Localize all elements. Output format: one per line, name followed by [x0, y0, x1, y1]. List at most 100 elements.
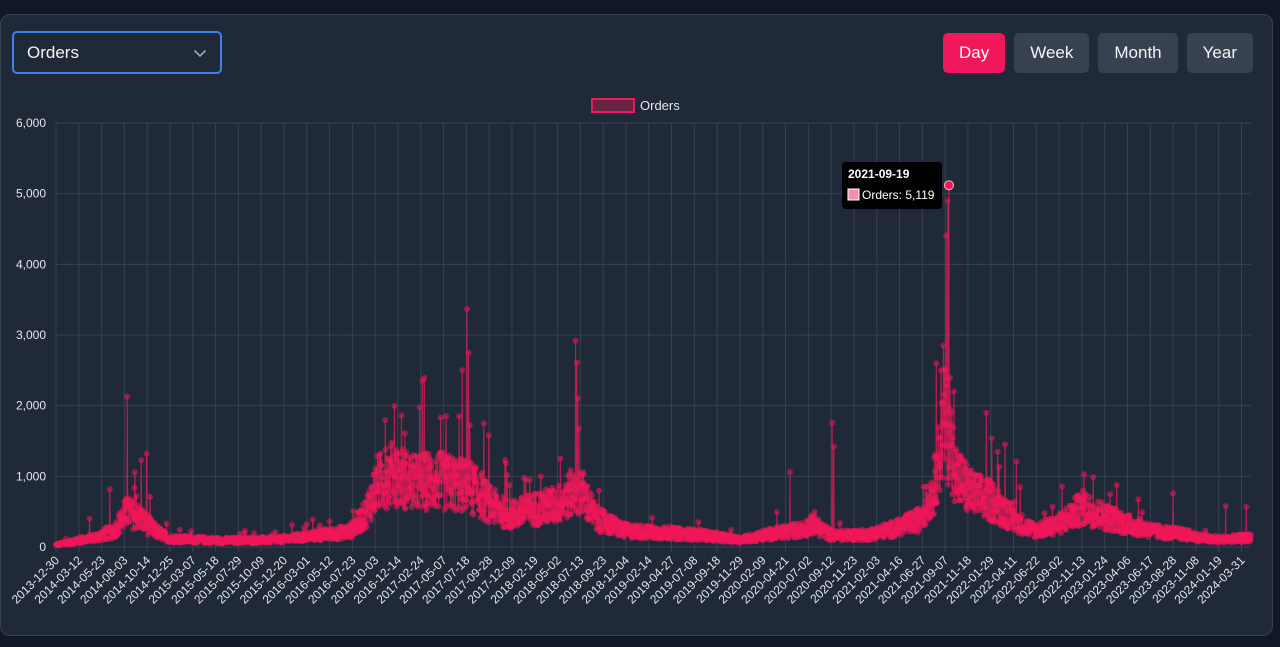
orders-data-point	[473, 464, 480, 471]
chart-grid	[55, 122, 1251, 552]
orders-data-point	[459, 367, 466, 374]
orders-data-point	[1139, 509, 1146, 516]
metric-select[interactable]: Orders	[12, 31, 222, 74]
orders-data-point	[553, 488, 560, 495]
orders-data-point	[935, 456, 942, 463]
orders-data-point	[649, 514, 656, 521]
orders-data-point	[399, 486, 406, 493]
orders-data-point	[448, 490, 455, 497]
orders-data-point	[557, 517, 564, 524]
orders-data-point	[465, 349, 472, 356]
orders-data-point	[309, 516, 316, 523]
orders-data-point	[388, 458, 395, 465]
chart-legend[interactable]: Orders	[591, 98, 680, 113]
orders-data-point	[572, 337, 579, 344]
orders-data-point	[946, 429, 953, 436]
range-year-button[interactable]: Year	[1186, 33, 1253, 73]
orders-data-point	[303, 521, 310, 528]
orders-data-point	[1062, 526, 1069, 533]
orders-data-point	[133, 493, 140, 500]
orders-data-point	[242, 527, 248, 534]
tooltip-date: 2021-09-19	[848, 167, 910, 181]
orders-data-point	[391, 402, 398, 409]
orders-data-point	[477, 503, 484, 509]
orders-data-point	[383, 505, 390, 512]
orders-data-point	[940, 391, 947, 398]
orders-data-point	[368, 483, 375, 490]
orders-data-point	[596, 487, 602, 494]
orders-data-point	[983, 506, 990, 513]
range-week-button[interactable]: Week	[1014, 33, 1090, 73]
orders-data-point	[939, 474, 946, 481]
orders-data-point	[504, 472, 511, 478]
orders-data-point	[988, 435, 995, 442]
orders-data-point	[949, 434, 956, 441]
orders-data-point	[1002, 441, 1008, 448]
orders-data-point	[1107, 491, 1114, 498]
orders-data-point	[147, 493, 153, 500]
orders-data-point	[502, 496, 509, 503]
orders-data-point	[1248, 531, 1254, 538]
orders-data-point	[948, 441, 955, 448]
orders-data-point	[377, 450, 384, 457]
tooltip-swatch	[847, 188, 860, 201]
orders-data-point	[400, 465, 407, 472]
orders-data-point	[440, 478, 447, 485]
orders-data-point	[970, 478, 977, 484]
orders-data-point	[433, 458, 439, 465]
orders-data-point	[1041, 510, 1048, 517]
orders-data-point	[163, 520, 170, 527]
tooltip-value: Orders: 5,119	[862, 188, 935, 202]
orders-data-point	[368, 517, 375, 524]
orders-data-point	[551, 493, 558, 500]
orders-data-point	[124, 393, 131, 400]
orders-data-point	[946, 475, 953, 482]
orders-data-point	[188, 528, 195, 535]
orders-data-point	[941, 456, 948, 463]
orders-data-point	[1011, 498, 1018, 505]
orders-data-point	[932, 468, 938, 475]
orders-data-point	[382, 417, 389, 423]
orders-data-point	[436, 478, 443, 485]
orders-data-point	[1019, 512, 1026, 518]
orders-data-point	[470, 511, 477, 518]
y-tick-label: 2,000	[16, 399, 46, 413]
orders-data-point	[931, 510, 937, 517]
orders-data-point	[395, 450, 402, 456]
orders-data-point	[829, 419, 836, 426]
orders-data-point	[395, 482, 402, 489]
orders-data-point	[1243, 503, 1250, 510]
orders-data-point	[584, 483, 591, 490]
orders-data-point	[994, 448, 1001, 455]
orders-data-point	[449, 467, 456, 474]
orders-data-point	[367, 496, 374, 503]
range-month-button[interactable]: Month	[1098, 33, 1178, 73]
orders-data-point	[939, 451, 945, 458]
orders-data-point	[1017, 484, 1024, 491]
orders-data-point	[421, 375, 428, 381]
metric-select-value: Orders	[27, 42, 79, 62]
y-tick-label: 5,000	[16, 187, 46, 201]
orders-data-point	[487, 484, 494, 491]
orders-data-point	[695, 519, 702, 525]
legend-swatch	[591, 98, 635, 113]
y-axis: 0 1,000 2,000 3,000 4,000 5,000 6,000	[16, 116, 46, 554]
orders-data-point	[428, 461, 435, 468]
orders-data-point	[502, 460, 509, 467]
orders-data-point	[963, 462, 970, 468]
orders-data-point	[389, 439, 395, 446]
orders-data-point	[1082, 497, 1089, 504]
orders-data-point	[416, 404, 423, 411]
orders-data-point	[572, 495, 579, 502]
orders-data-point	[418, 472, 425, 479]
y-tick-label: 1,000	[16, 469, 46, 483]
orders-data-point	[982, 494, 988, 501]
orders-data-point	[143, 450, 150, 457]
range-day-button[interactable]: Day	[943, 33, 1006, 73]
orders-data-point	[774, 509, 780, 516]
orders-data-point	[830, 443, 837, 450]
orders-data-point	[506, 482, 513, 489]
orders-data-point	[131, 484, 138, 491]
orders-data-point	[430, 486, 437, 493]
orders-data-point	[414, 503, 421, 510]
